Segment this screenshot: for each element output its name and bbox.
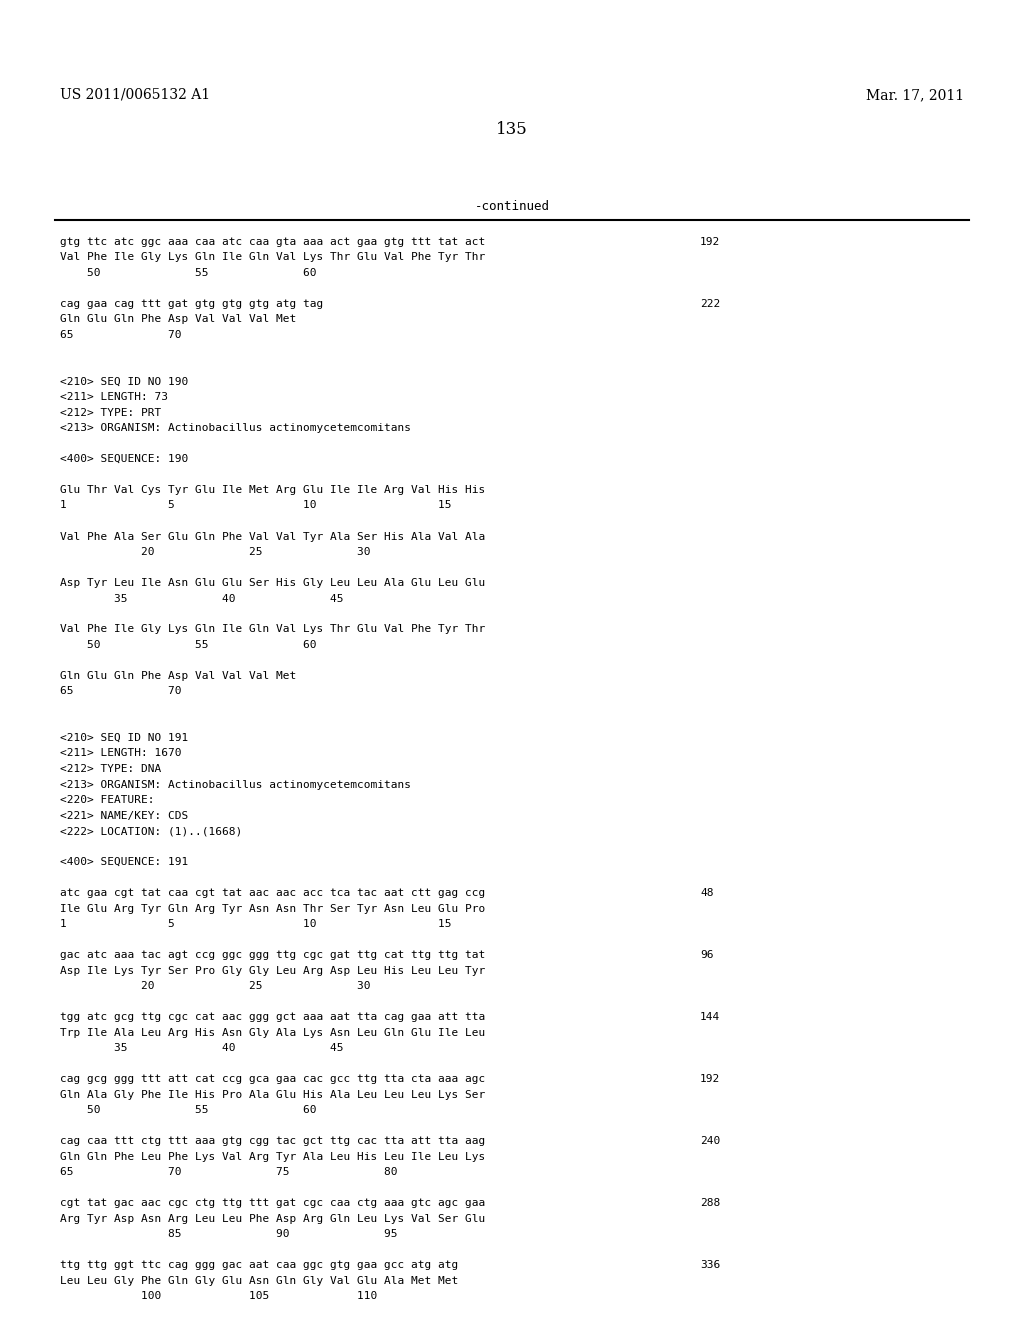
Text: <213> ORGANISM: Actinobacillus actinomycetemcomitans: <213> ORGANISM: Actinobacillus actinomyc… [60, 422, 411, 433]
Text: <221> NAME/KEY: CDS: <221> NAME/KEY: CDS [60, 810, 188, 821]
Text: 65              70: 65 70 [60, 330, 181, 341]
Text: Gln Ala Gly Phe Ile His Pro Ala Glu His Ala Leu Leu Leu Lys Ser: Gln Ala Gly Phe Ile His Pro Ala Glu His … [60, 1089, 485, 1100]
Text: Val Phe Ile Gly Lys Gln Ile Gln Val Lys Thr Glu Val Phe Tyr Thr: Val Phe Ile Gly Lys Gln Ile Gln Val Lys … [60, 252, 485, 263]
Text: gac atc aaa tac agt ccg ggc ggg ttg cgc gat ttg cat ttg ttg tat: gac atc aaa tac agt ccg ggc ggg ttg cgc … [60, 950, 485, 960]
Text: Asp Tyr Leu Ile Asn Glu Glu Ser His Gly Leu Leu Ala Glu Leu Glu: Asp Tyr Leu Ile Asn Glu Glu Ser His Gly … [60, 578, 485, 587]
Text: Glu Thr Val Cys Tyr Glu Ile Met Arg Glu Ile Ile Arg Val His His: Glu Thr Val Cys Tyr Glu Ile Met Arg Glu … [60, 484, 485, 495]
Text: <213> ORGANISM: Actinobacillus actinomycetemcomitans: <213> ORGANISM: Actinobacillus actinomyc… [60, 780, 411, 789]
Text: tgg atc gcg ttg cgc cat aac ggg gct aaa aat tta cag gaa att tta: tgg atc gcg ttg cgc cat aac ggg gct aaa … [60, 1012, 485, 1022]
Text: <211> LENGTH: 73: <211> LENGTH: 73 [60, 392, 168, 403]
Text: 336: 336 [700, 1261, 720, 1270]
Text: Arg Tyr Asp Asn Arg Leu Leu Phe Asp Arg Gln Leu Lys Val Ser Glu: Arg Tyr Asp Asn Arg Leu Leu Phe Asp Arg … [60, 1213, 485, 1224]
Text: 85              90              95: 85 90 95 [60, 1229, 397, 1239]
Text: Trp Ile Ala Leu Arg His Asn Gly Ala Lys Asn Leu Gln Glu Ile Leu: Trp Ile Ala Leu Arg His Asn Gly Ala Lys … [60, 1027, 485, 1038]
Text: 192: 192 [700, 1074, 720, 1084]
Text: Val Phe Ala Ser Glu Gln Phe Val Val Tyr Ala Ser His Ala Val Ala: Val Phe Ala Ser Glu Gln Phe Val Val Tyr … [60, 532, 485, 541]
Text: ttg ttg ggt ttc cag ggg gac aat caa ggc gtg gaa gcc atg atg: ttg ttg ggt ttc cag ggg gac aat caa ggc … [60, 1261, 459, 1270]
Text: 1               5                   10                  15: 1 5 10 15 [60, 919, 452, 929]
Text: 20              25              30: 20 25 30 [60, 981, 371, 991]
Text: cag gaa cag ttt gat gtg gtg gtg atg tag: cag gaa cag ttt gat gtg gtg gtg atg tag [60, 300, 324, 309]
Text: 35              40              45: 35 40 45 [60, 594, 343, 603]
Text: 65              70              75              80: 65 70 75 80 [60, 1167, 397, 1177]
Text: <400> SEQUENCE: 191: <400> SEQUENCE: 191 [60, 857, 188, 867]
Text: 144: 144 [700, 1012, 720, 1022]
Text: 35              40              45: 35 40 45 [60, 1043, 343, 1053]
Text: Leu Leu Gly Phe Gln Gly Glu Asn Gln Gly Val Glu Ala Met Met: Leu Leu Gly Phe Gln Gly Glu Asn Gln Gly … [60, 1275, 459, 1286]
Text: <400> SEQUENCE: 190: <400> SEQUENCE: 190 [60, 454, 188, 465]
Text: atc gaa cgt tat caa cgt tat aac aac acc tca tac aat ctt gag ccg: atc gaa cgt tat caa cgt tat aac aac acc … [60, 888, 485, 898]
Text: <212> TYPE: DNA: <212> TYPE: DNA [60, 764, 161, 774]
Text: Mar. 17, 2011: Mar. 17, 2011 [866, 88, 964, 102]
Text: gtg ttc atc ggc aaa caa atc caa gta aaa act gaa gtg ttt tat act: gtg ttc atc ggc aaa caa atc caa gta aaa … [60, 238, 485, 247]
Text: 222: 222 [700, 300, 720, 309]
Text: Gln Gln Phe Leu Phe Lys Val Arg Tyr Ala Leu His Leu Ile Leu Lys: Gln Gln Phe Leu Phe Lys Val Arg Tyr Ala … [60, 1151, 485, 1162]
Text: <210> SEQ ID NO 191: <210> SEQ ID NO 191 [60, 733, 188, 743]
Text: 50              55              60: 50 55 60 [60, 640, 316, 649]
Text: <220> FEATURE:: <220> FEATURE: [60, 795, 155, 805]
Text: 1               5                   10                  15: 1 5 10 15 [60, 500, 452, 511]
Text: 48: 48 [700, 888, 714, 898]
Text: Val Phe Ile Gly Lys Gln Ile Gln Val Lys Thr Glu Val Phe Tyr Thr: Val Phe Ile Gly Lys Gln Ile Gln Val Lys … [60, 624, 485, 635]
Text: 50              55              60: 50 55 60 [60, 268, 316, 279]
Text: US 2011/0065132 A1: US 2011/0065132 A1 [60, 88, 210, 102]
Text: <212> TYPE: PRT: <212> TYPE: PRT [60, 408, 161, 417]
Text: 100             105             110: 100 105 110 [60, 1291, 377, 1302]
Text: 192: 192 [700, 238, 720, 247]
Text: cgt tat gac aac cgc ctg ttg ttt gat cgc caa ctg aaa gtc agc gaa: cgt tat gac aac cgc ctg ttg ttt gat cgc … [60, 1199, 485, 1208]
Text: 20              25              30: 20 25 30 [60, 546, 371, 557]
Text: -continued: -continued [474, 201, 550, 214]
Text: 240: 240 [700, 1137, 720, 1146]
Text: cag gcg ggg ttt att cat ccg gca gaa cac gcc ttg tta cta aaa agc: cag gcg ggg ttt att cat ccg gca gaa cac … [60, 1074, 485, 1084]
Text: 50              55              60: 50 55 60 [60, 1105, 316, 1115]
Text: 288: 288 [700, 1199, 720, 1208]
Text: Gln Glu Gln Phe Asp Val Val Val Met: Gln Glu Gln Phe Asp Val Val Val Met [60, 314, 296, 325]
Text: cag caa ttt ctg ttt aaa gtg cgg tac gct ttg cac tta att tta aag: cag caa ttt ctg ttt aaa gtg cgg tac gct … [60, 1137, 485, 1146]
Text: Ile Glu Arg Tyr Gln Arg Tyr Asn Asn Thr Ser Tyr Asn Leu Glu Pro: Ile Glu Arg Tyr Gln Arg Tyr Asn Asn Thr … [60, 903, 485, 913]
Text: <210> SEQ ID NO 190: <210> SEQ ID NO 190 [60, 376, 188, 387]
Text: Gln Glu Gln Phe Asp Val Val Val Met: Gln Glu Gln Phe Asp Val Val Val Met [60, 671, 296, 681]
Text: <222> LOCATION: (1)..(1668): <222> LOCATION: (1)..(1668) [60, 826, 243, 836]
Text: 96: 96 [700, 950, 714, 960]
Text: 65              70: 65 70 [60, 686, 181, 697]
Text: <211> LENGTH: 1670: <211> LENGTH: 1670 [60, 748, 181, 759]
Text: 135: 135 [496, 121, 528, 139]
Text: Asp Ile Lys Tyr Ser Pro Gly Gly Leu Arg Asp Leu His Leu Leu Tyr: Asp Ile Lys Tyr Ser Pro Gly Gly Leu Arg … [60, 965, 485, 975]
